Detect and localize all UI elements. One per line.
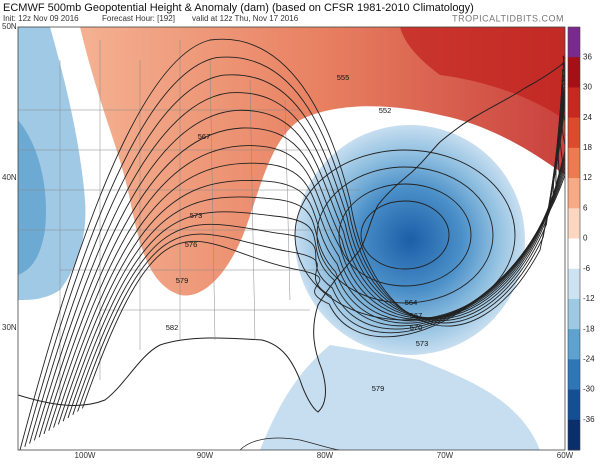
colorbar-tick-label: -6 <box>583 264 591 273</box>
latitude-label: 40N <box>2 173 17 182</box>
longitude-label: 70W <box>437 451 454 460</box>
colorbar-tick-label: 6 <box>583 203 588 212</box>
valid-time: valid at 12z Thu, Nov 17 2016 <box>192 14 299 23</box>
height-contour <box>81 55 565 409</box>
height-contour <box>57 83 565 425</box>
contour-label: 570 <box>410 323 423 332</box>
colorbar: 36 30 24 18 12 6 0 -6 -12 -18 -24 -30 -36 <box>567 26 595 451</box>
forecast-hour: Forecast Hour: [192] <box>102 14 175 23</box>
contour-label: 573 <box>190 211 203 220</box>
colorbar-tick-label: -18 <box>583 324 595 333</box>
latitude-label: 30N <box>2 323 17 332</box>
map-area: 555 552 567 573 576 579 582 564 567 570 573 579 <box>18 27 565 450</box>
height-contour <box>72 68 565 415</box>
colorbar-tick-label: 0 <box>583 234 588 243</box>
contour-label: 579 <box>372 384 385 393</box>
colorbar-tick-label: -12 <box>583 294 595 303</box>
colorbar-swatch <box>568 389 580 421</box>
map-frame <box>17 26 566 451</box>
colorbar-tick-label: 30 <box>583 83 592 92</box>
cold-anomaly-west-core <box>18 120 46 275</box>
title: ECMWF 500mb Geopotential Height & Anomal… <box>3 2 474 14</box>
colorbar-swatch <box>568 268 580 300</box>
state-borders <box>18 40 360 400</box>
cold-anomaly-low <box>295 125 525 355</box>
colorbar-swatch <box>568 329 580 360</box>
contour-label: 579 <box>176 276 189 285</box>
colorbar-swatch <box>568 57 580 88</box>
colorbar-tick-label: 24 <box>583 113 592 122</box>
contour-label: 573 <box>416 339 429 348</box>
colorbar-swatch <box>568 27 580 58</box>
longitude-label: 90W <box>197 451 214 460</box>
colorbar-frame <box>567 26 581 451</box>
colorbar-swatch <box>568 87 580 119</box>
colorbar-swatch <box>568 208 580 239</box>
contour-label: 576 <box>185 240 198 249</box>
height-contour <box>62 79 565 422</box>
contour-labels: 555 552 567 573 576 579 582 564 567 570 573 579 <box>166 73 429 393</box>
colorbar-swatch <box>568 238 580 270</box>
axis-labels: 50N 40N 30N 100W 90W 80W 70W 60W <box>2 22 574 460</box>
colorbar-swatch <box>568 298 580 330</box>
warm-anomaly-core <box>400 27 565 120</box>
colorbar-swatch <box>568 117 580 149</box>
init-time: Init: 12z Nov 09 2016 <box>3 14 79 23</box>
colorbar-tick-label: 12 <box>583 173 592 182</box>
trough-contour <box>316 166 494 304</box>
colorbar-tick-label: 36 <box>583 52 592 61</box>
colorbar-tick-label: -30 <box>583 385 595 394</box>
longitude-label: 60W <box>557 451 574 460</box>
height-contour <box>53 86 565 428</box>
colorbar-swatch <box>568 178 580 209</box>
colorbar-swatch <box>568 147 580 179</box>
height-contours <box>19 38 565 450</box>
colorbar-tick-label: -24 <box>583 354 595 363</box>
cold-anomaly-south <box>260 345 540 450</box>
height-contour <box>19 38 565 450</box>
coastline <box>18 61 565 413</box>
height-contour <box>24 56 565 447</box>
height-contour <box>77 62 565 412</box>
contour-label: 564 <box>405 298 418 307</box>
height-contour <box>29 74 565 444</box>
contour-label: 567 <box>410 311 423 320</box>
cuba-coast <box>239 437 341 450</box>
trough-contour <box>294 149 516 321</box>
longitude-label: 80W <box>317 451 334 460</box>
contour-label: 555 <box>337 73 350 82</box>
colorbar-tick-label: 18 <box>583 143 592 152</box>
height-contour <box>67 74 565 419</box>
source: TROPICALTIDBITS.COM <box>452 13 564 23</box>
trough-contour <box>338 183 472 287</box>
contour-label: 552 <box>379 106 392 115</box>
longitude-label: 100W <box>75 451 96 460</box>
latitude-label: 50N <box>2 22 17 31</box>
contour-label: 567 <box>198 132 211 141</box>
colorbar-swatch <box>568 419 580 451</box>
colorbar-swatch <box>568 359 580 391</box>
warm-anomaly <box>80 27 565 296</box>
colorbar-tick-label: -36 <box>583 415 595 424</box>
trough-contour <box>360 200 450 270</box>
contour-label: 582 <box>166 323 179 332</box>
